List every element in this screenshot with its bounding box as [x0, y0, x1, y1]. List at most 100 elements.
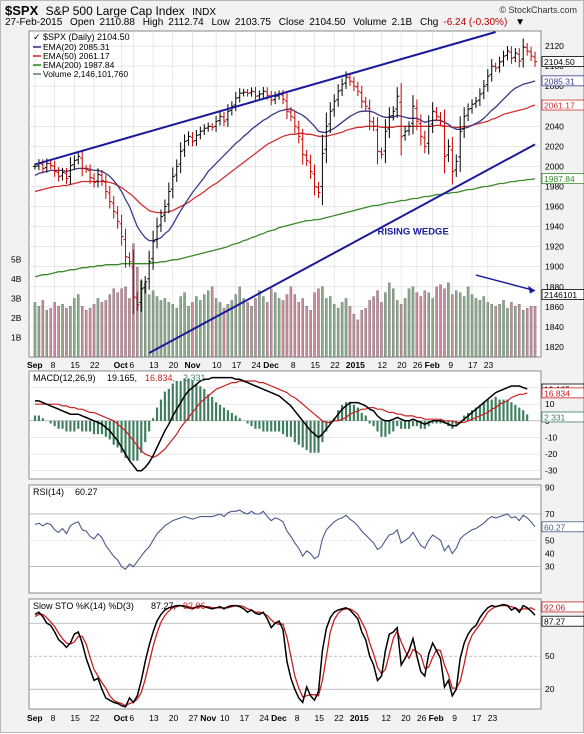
- volume-bar: [246, 302, 249, 358]
- price-tick-2040: 2040: [545, 121, 564, 131]
- price-bar: [221, 111, 226, 127]
- volume-bar: [372, 296, 375, 358]
- macd-histogram-bar: [494, 396, 497, 421]
- price-value-tag: 1987.84: [541, 173, 584, 184]
- macd-histogram-bar: [270, 420, 273, 432]
- price-bar: [190, 132, 195, 147]
- volume-bar: [45, 310, 49, 358]
- rsi-value-tag-box: [541, 521, 584, 533]
- macd-histogram-bar: [474, 407, 478, 421]
- volume-bar: [392, 288, 395, 358]
- volume-bar: [234, 294, 238, 358]
- close-label: Close: [278, 17, 305, 28]
- macd-histogram-bar: [246, 420, 249, 424]
- volume-bar: [309, 310, 312, 358]
- x-axis-label-bottom: Sep: [27, 713, 43, 723]
- x-axis-label-bottom: 17: [240, 713, 250, 723]
- open-label: Open: [70, 17, 95, 28]
- volume-bar: [356, 319, 360, 358]
- macd-histogram-bar: [92, 420, 96, 435]
- price-bar: [355, 81, 360, 97]
- x-axis-label-bottom: 6: [129, 713, 134, 723]
- price-bar: [64, 167, 69, 184]
- x-axis-label: 2015: [346, 360, 365, 370]
- volume-bar: [151, 290, 155, 358]
- macd-histogram-bar: [478, 404, 481, 421]
- macd-histogram-bar: [85, 420, 88, 432]
- sto-value-tag-text: 92.06: [544, 602, 566, 612]
- macd-legend-signal: 16.834,: [145, 373, 175, 383]
- volume-bar: [218, 302, 222, 358]
- price-value-tag-text: 2085.31: [544, 76, 575, 86]
- volume-bar: [230, 300, 234, 358]
- dropdown-arrow-icon[interactable]: ▼: [515, 17, 525, 28]
- price-bar: [139, 279, 144, 312]
- price-bar: [347, 73, 352, 86]
- x-axis-label: Dec: [263, 360, 279, 370]
- macd-histogram-bar: [490, 399, 493, 421]
- macd-histogram-bar: [37, 415, 40, 421]
- volume-bar: [368, 300, 371, 358]
- macd-histogram-bar: [293, 420, 296, 443]
- x-axis-label-bottom: 22: [90, 713, 100, 723]
- price-bar: [253, 86, 258, 102]
- macd-histogram-bar: [183, 378, 186, 421]
- macd-histogram-bar: [159, 399, 163, 421]
- price-bar: [103, 174, 108, 199]
- volume-tick-1B: 1B: [11, 332, 22, 342]
- macd-histogram-bar: [384, 420, 387, 437]
- rsi-tick-50: 50: [545, 535, 555, 545]
- price-tick-1820: 1820: [545, 342, 564, 352]
- volume-bar: [419, 296, 423, 358]
- macd-histogram-bar: [411, 420, 415, 427]
- price-bar: [324, 112, 329, 164]
- price-value-tag: 2085.31: [541, 75, 584, 86]
- sto-value-tag-box: [541, 601, 584, 613]
- volume-bar: [529, 306, 533, 358]
- macd-histogram-bar: [49, 420, 52, 424]
- price-bar: [410, 95, 415, 135]
- rsi-tick-extra: 40: [545, 548, 555, 558]
- price-bar: [284, 93, 289, 120]
- volume-bar: [462, 296, 466, 358]
- macd-histogram-bar: [175, 380, 178, 421]
- volume-bar: [61, 304, 64, 358]
- price-bar: [450, 137, 455, 185]
- volume-bar: [340, 302, 344, 358]
- price-bar: [249, 87, 254, 97]
- sto-value-tag: 92.06: [541, 601, 584, 613]
- price-bar: [135, 291, 140, 312]
- price-tick-2020: 2020: [545, 141, 564, 151]
- price-bar: [92, 173, 97, 188]
- sto-d-line: [34, 604, 536, 707]
- price-bar: [127, 252, 132, 267]
- macd-histogram-bar: [305, 420, 308, 451]
- macd-histogram-bar: [77, 420, 80, 429]
- price-bar: [119, 214, 124, 246]
- x-axis-label-bottom: 13: [149, 713, 159, 723]
- macd-histogram-bar: [482, 402, 485, 421]
- price-bar: [473, 97, 478, 108]
- macd-histogram-bar: [215, 402, 218, 421]
- x-axis-label: 8: [51, 360, 56, 370]
- price-bar: [529, 46, 534, 62]
- brand: © StockCharts.com: [499, 5, 577, 15]
- rsi-tick-30: 30: [545, 562, 555, 572]
- volume-bar: [238, 286, 241, 358]
- macd-histogram-bar: [234, 415, 237, 421]
- macd-histogram-bar: [41, 418, 44, 421]
- macd-histogram-bar: [195, 383, 198, 421]
- price-bar: [80, 150, 85, 177]
- x-axis-label: 15: [70, 360, 80, 370]
- price-bar: [363, 96, 368, 112]
- x-axis-label: 26: [413, 360, 423, 370]
- volume-bar: [175, 308, 178, 358]
- price-bar: [509, 46, 514, 64]
- volume-bar: [388, 282, 391, 358]
- macd-histogram-bar: [510, 402, 513, 421]
- price-bar: [379, 147, 384, 159]
- lower-trendline: [148, 143, 536, 354]
- volume-bar: [313, 292, 316, 358]
- x-axis-label: 8: [291, 360, 296, 370]
